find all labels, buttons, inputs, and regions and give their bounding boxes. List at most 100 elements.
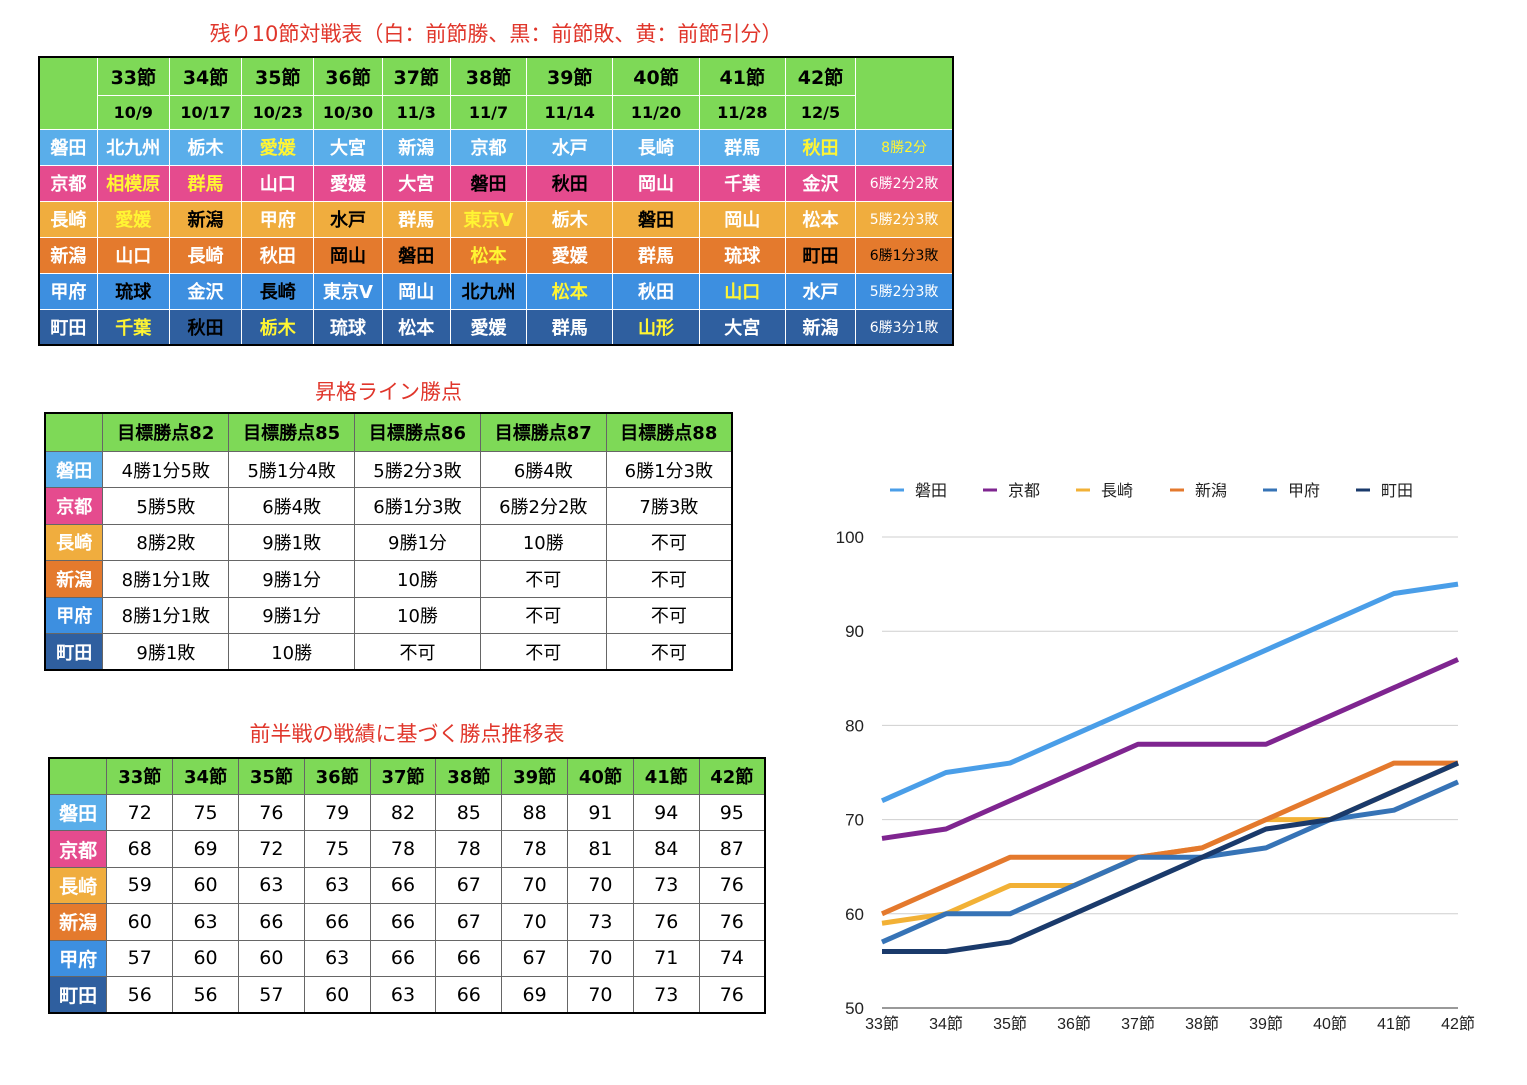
points-cell: 73 [632, 866, 700, 905]
x-tick-label: 36節 [1057, 1015, 1091, 1033]
team-label: 磐田 [44, 450, 104, 489]
points-cell: 78 [501, 830, 569, 868]
team-label: 新潟 [44, 560, 104, 598]
opponent-cell: 大宮 [313, 128, 383, 166]
record-cell: 6勝2分2敗 [855, 164, 954, 202]
requirement-cell: 9勝1分 [228, 596, 356, 635]
points-cell: 70 [567, 976, 634, 1014]
points-cell: 63 [237, 866, 305, 905]
points-cell: 75 [172, 793, 239, 832]
points-cell: 60 [172, 939, 239, 978]
points-cell: 70 [567, 866, 634, 905]
team-label: 磐田 [48, 793, 108, 832]
date-header: 11/20 [612, 94, 700, 130]
points-cell: 66 [303, 903, 371, 941]
team-label: 町田 [48, 976, 108, 1014]
opponent-cell: 金沢 [784, 164, 857, 202]
points-cell: 73 [632, 976, 700, 1014]
opponent-cell: 岡山 [381, 272, 451, 310]
opponent-cell: 北九州 [449, 272, 528, 310]
opponent-cell: 水戸 [784, 272, 857, 310]
points-cell: 66 [435, 939, 503, 978]
record-cell: 8勝2分 [855, 128, 954, 166]
legend-label: 甲府 [1288, 482, 1320, 500]
header-corner [38, 56, 98, 130]
opponent-cell: 秋田 [526, 164, 614, 202]
round-header: 38節 [449, 56, 528, 96]
requirement-cell: 10勝 [479, 523, 607, 562]
requirement-cell: 不可 [605, 596, 733, 635]
target-header: 目標勝点82 [102, 412, 230, 452]
opponent-cell: 新潟 [784, 308, 857, 346]
points-cell: 70 [501, 866, 569, 905]
round-header: 42節 [784, 56, 857, 96]
promotion-title: 昇格ライン勝点 [315, 380, 462, 404]
team-label: 甲府 [48, 939, 108, 978]
requirement-cell: 8勝1分1敗 [102, 596, 230, 635]
points-cell: 66 [435, 976, 503, 1014]
team-label: 長崎 [38, 200, 98, 238]
requirement-cell: 9勝1分 [354, 523, 481, 562]
points-cell: 63 [172, 903, 239, 941]
requirement-cell: 不可 [354, 633, 481, 671]
date-header: 11/3 [381, 94, 451, 130]
round-header: 41節 [632, 757, 700, 795]
points-cell: 71 [632, 939, 700, 978]
round-header: 39節 [526, 56, 614, 96]
requirement-cell: 6勝4敗 [479, 450, 607, 489]
points-cell: 94 [632, 793, 700, 832]
opponent-cell: 甲府 [241, 200, 315, 238]
requirement-cell: 7勝3敗 [605, 487, 733, 525]
requirement-cell: 10勝 [228, 633, 356, 671]
opponent-cell: 東京V [449, 200, 528, 238]
opponent-cell: 東京V [313, 272, 383, 310]
opponent-cell: 新潟 [168, 200, 243, 238]
target-header: 目標勝点86 [354, 412, 481, 452]
opponent-cell: 大宮 [698, 308, 786, 346]
points-cell: 70 [501, 903, 569, 941]
promotion-table: 目標勝点82 目標勝点85 目標勝点86 目標勝点87 目標勝点88 磐田 4勝1分5敗 5勝… [44, 412, 733, 671]
team-label: 京都 [44, 487, 104, 525]
round-header: 36節 [313, 56, 383, 96]
projection-title: 前半戦の戦績に基づく勝点推移表 [249, 722, 565, 746]
points-cell: 79 [303, 793, 371, 832]
points-cell: 56 [106, 976, 174, 1014]
opponent-cell: 愛媛 [449, 308, 528, 346]
y-tick-label: 100 [836, 528, 864, 547]
points-cell: 82 [369, 793, 437, 832]
x-tick-label: 37節 [1121, 1015, 1155, 1033]
team-label: 長崎 [44, 523, 104, 562]
header-corner [44, 412, 104, 452]
opponent-cell: 琉球 [313, 308, 383, 346]
points-cell: 95 [698, 793, 766, 832]
points-cell: 76 [632, 903, 700, 941]
points-cell: 85 [435, 793, 503, 832]
points-cell: 63 [369, 976, 437, 1014]
opponent-cell: 岡山 [313, 236, 383, 274]
points-cell: 81 [567, 830, 634, 868]
opponent-cell: 群馬 [526, 308, 614, 346]
opponent-cell: 群馬 [168, 164, 243, 202]
opponent-cell: 松本 [784, 200, 857, 238]
legend-label: 町田 [1381, 483, 1413, 500]
series-line [881, 760, 1460, 926]
points-cell: 78 [435, 830, 503, 868]
y-tick-label: 70 [845, 811, 864, 830]
team-label: 京都 [38, 164, 98, 202]
round-header: 33節 [106, 757, 174, 795]
team-label: 磐田 [38, 128, 98, 166]
opponent-cell: 新潟 [381, 128, 451, 166]
series-line [881, 657, 1460, 841]
target-header: 目標勝点87 [479, 412, 607, 452]
opponent-cell: 琉球 [96, 272, 170, 310]
requirement-cell: 9勝1分 [228, 560, 356, 598]
y-tick-label: 80 [845, 716, 864, 735]
points-cell: 56 [172, 976, 239, 1014]
record-cell: 6勝1分3敗 [855, 236, 954, 274]
opponent-cell: 金沢 [168, 272, 243, 310]
points-cell: 60 [237, 939, 305, 978]
requirement-cell: 10勝 [354, 560, 481, 598]
opponent-cell: 松本 [449, 236, 528, 274]
opponent-cell: 栃木 [526, 200, 614, 238]
opponent-cell: 群馬 [612, 236, 700, 274]
